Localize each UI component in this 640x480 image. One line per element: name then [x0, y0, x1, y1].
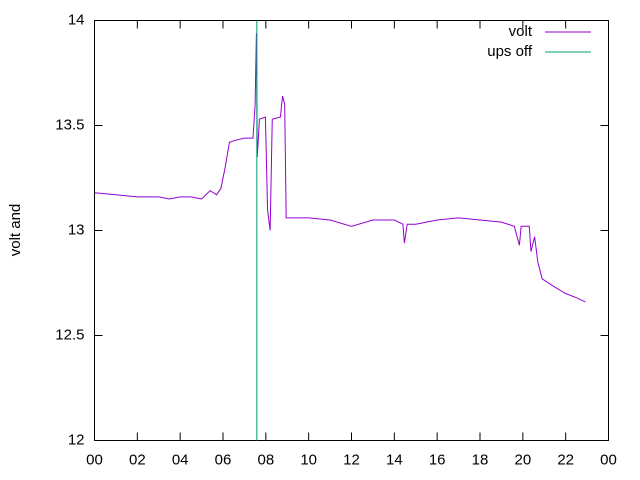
legend-label: ups off — [487, 43, 533, 60]
y-tick-label: 12 — [68, 431, 85, 448]
x-tick-label: 10 — [300, 451, 317, 468]
x-tick-label: 12 — [343, 451, 360, 468]
x-tick-label: 00 — [86, 451, 103, 468]
x-tick-label: 04 — [172, 451, 189, 468]
y-tick-label: 14 — [68, 11, 85, 28]
x-tick-label: 14 — [386, 451, 403, 468]
x-tick-label: 08 — [257, 451, 274, 468]
x-tick-label: 00 — [600, 451, 617, 468]
x-tick-label: 20 — [514, 451, 531, 468]
y-tick-label: 12.5 — [55, 326, 84, 343]
y-axis-label: volt and — [7, 204, 24, 257]
x-tick-label: 02 — [129, 451, 146, 468]
y-tick-label: 13 — [68, 221, 85, 238]
x-tick-label: 16 — [429, 451, 446, 468]
plot-frame — [94, 20, 609, 441]
x-tick-label: 18 — [472, 451, 489, 468]
x-tick-label: 22 — [557, 451, 574, 468]
y-tick-label: 13.5 — [55, 116, 84, 133]
legend-label: volt — [509, 23, 533, 40]
x-tick-label: 06 — [215, 451, 232, 468]
series-line — [94, 33, 586, 303]
